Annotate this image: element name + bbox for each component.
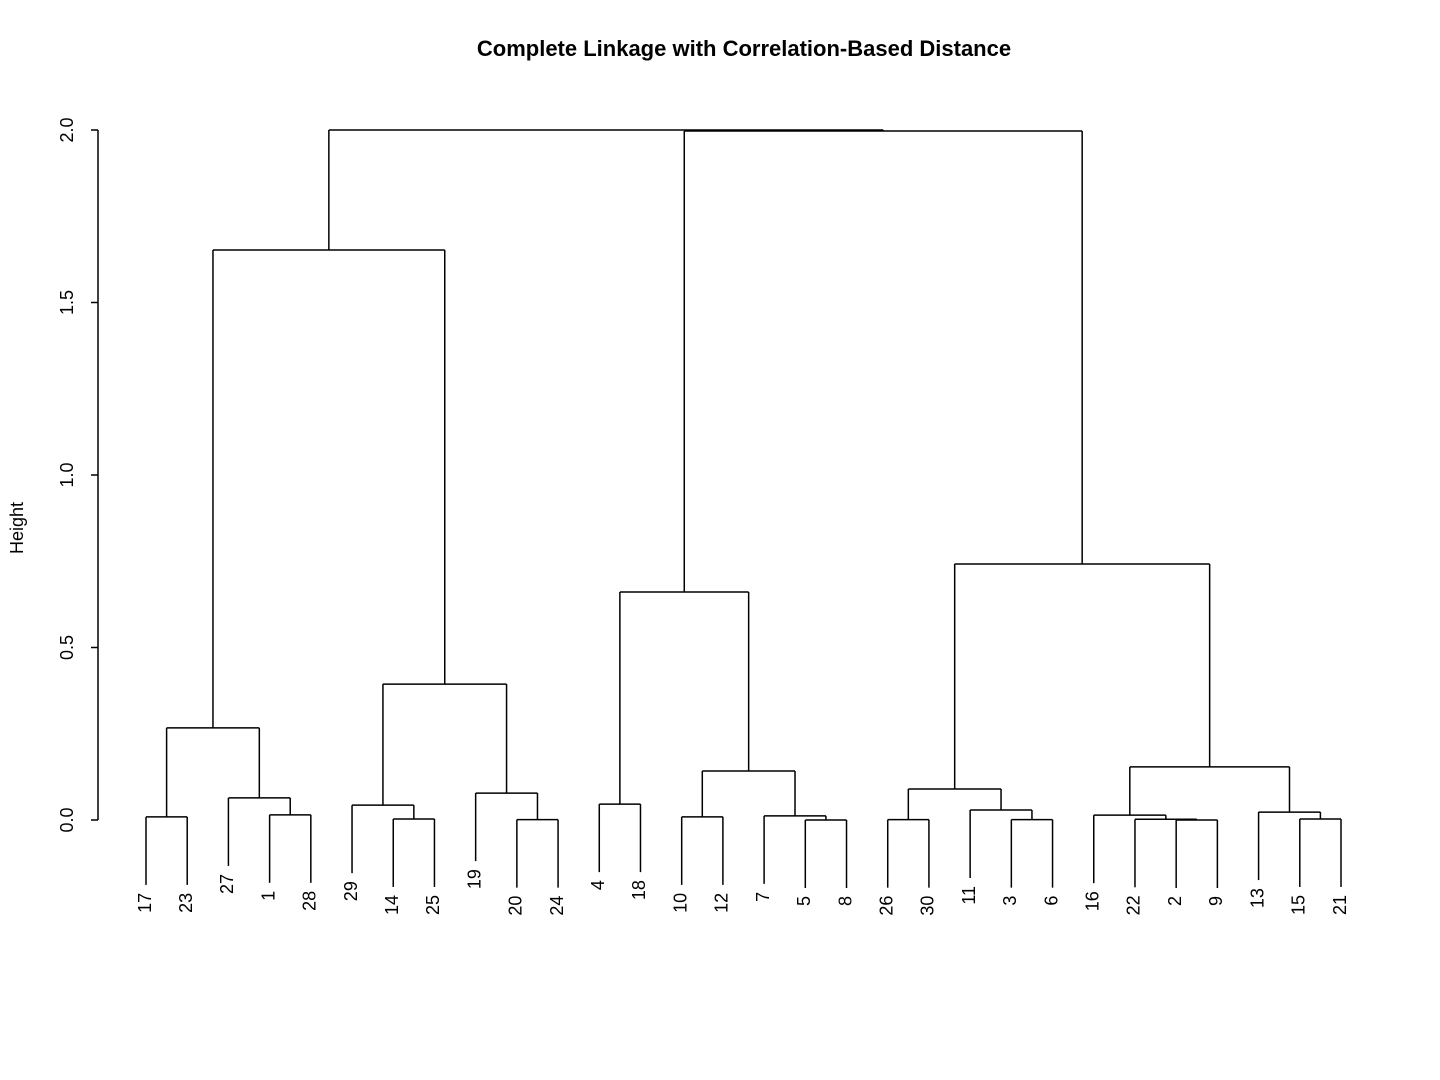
leaf-label: 10 <box>670 893 690 913</box>
leaf-label: 19 <box>464 869 484 889</box>
leaf-label: 26 <box>876 896 896 916</box>
leaf-label: 13 <box>1247 888 1267 908</box>
leaf-label: 29 <box>341 881 361 901</box>
y-tick-label: 0.5 <box>57 635 77 660</box>
leaf-label: 17 <box>135 893 155 913</box>
leaf-label: 5 <box>794 896 814 906</box>
leaf-label: 15 <box>1289 895 1309 915</box>
y-tick-label: 0.0 <box>57 807 77 832</box>
y-axis-label: Height <box>7 502 27 554</box>
leaf-label: 3 <box>1000 896 1020 906</box>
leaf-label: 6 <box>1041 896 1061 906</box>
leaf-label: 23 <box>176 893 196 913</box>
leaf-label: 9 <box>1206 896 1226 906</box>
chart-title: Complete Linkage with Correlation-Based … <box>477 36 1011 61</box>
leaf-label: 25 <box>423 895 443 915</box>
leaf-label: 12 <box>712 893 732 913</box>
y-tick-label: 2.0 <box>57 117 77 142</box>
leaf-label: 28 <box>300 891 320 911</box>
leaf-label: 14 <box>382 895 402 915</box>
leaf-label: 30 <box>918 896 938 916</box>
leaf-label: 1 <box>258 891 278 901</box>
leaf-label: 18 <box>629 880 649 900</box>
leaf-label: 22 <box>1124 895 1144 915</box>
leaf-label: 11 <box>959 886 979 905</box>
leaf-label: 4 <box>588 880 608 890</box>
leaf-label: 16 <box>1083 891 1103 911</box>
leaf-label: 20 <box>506 896 526 916</box>
y-tick-label: 1.0 <box>57 462 77 487</box>
leaf-label: 8 <box>835 896 855 906</box>
leaf-label: 21 <box>1330 895 1350 915</box>
leaf-label: 27 <box>217 874 237 894</box>
leaf-label: 24 <box>547 896 567 916</box>
leaf-label: 7 <box>753 892 773 902</box>
y-tick-label: 1.5 <box>57 290 77 315</box>
leaf-label: 2 <box>1165 896 1185 906</box>
